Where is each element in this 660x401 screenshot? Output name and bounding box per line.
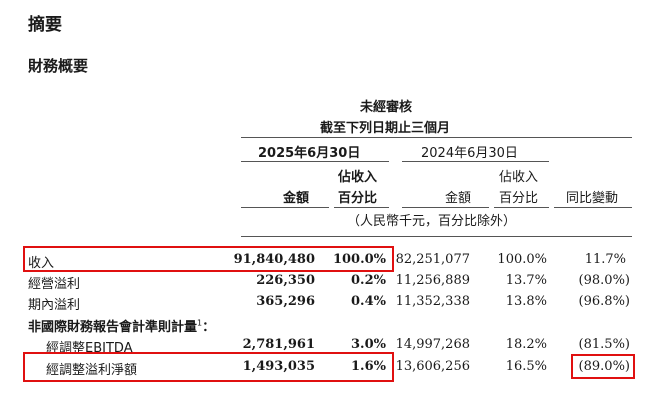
row-pct2024-adjusted-ebitda: 18.2% xyxy=(505,337,547,352)
col-pct-2024-line2: 百分比 xyxy=(499,191,539,206)
date-2024-header: 2024年6月30日 xyxy=(421,146,518,161)
non-ifrs-footnote-marker: 1 xyxy=(197,318,203,328)
date-2025-rule xyxy=(241,161,389,162)
col-pct-2025-line1: 佔收入 xyxy=(338,170,378,185)
row-pct2025-revenue: 100.0% xyxy=(332,252,386,267)
row-pct2024-adjusted-net-profit: 16.5% xyxy=(505,359,547,374)
non-ifrs-heading: 非國際財務報告會計準則計量1： xyxy=(28,316,215,335)
highlight-box-yoy-adjusted-net-profit xyxy=(571,354,635,379)
page-title: 摘要 xyxy=(28,15,62,35)
row-pct2025-adjusted-net-profit: 1.6% xyxy=(351,359,386,374)
row-pct2025-operating-profit: 0.2% xyxy=(351,273,386,288)
col-rule-1 xyxy=(241,207,329,208)
body-top-rule xyxy=(241,236,632,237)
period-header: 截至下列日期止三個月 xyxy=(320,121,451,136)
row-amt2024-revenue: 82,251,077 xyxy=(395,252,470,267)
unit-note: （人民幣千元，百分比除外） xyxy=(347,214,517,229)
col-yoy: 同比變動 xyxy=(566,191,619,206)
highlight-box-adjusted-net-profit xyxy=(23,352,394,382)
row-amt2024-operating-profit: 11,256,889 xyxy=(395,273,470,288)
row-amt2025-revenue: 91,840,480 xyxy=(233,252,315,267)
row-pct2025-period-profit: 0.4% xyxy=(351,294,386,309)
row-label-adjusted-net-profit: 經調整溢利淨額 xyxy=(46,363,138,378)
row-pct2025-adjusted-ebitda: 3.0% xyxy=(351,337,386,352)
row-pct2024-operating-profit: 13.7% xyxy=(505,273,547,288)
col-amount-2025: 金額 xyxy=(283,191,310,206)
section-title: 財務概要 xyxy=(28,57,89,75)
date-2024-rule xyxy=(402,161,549,162)
row-label-revenue: 收入 xyxy=(28,256,55,271)
row-amt2025-operating-profit: 226,350 xyxy=(256,273,315,288)
row-pct2024-period-profit: 13.8% xyxy=(505,294,547,309)
non-ifrs-heading-text: 非國際財務報告會計準則計量 xyxy=(28,320,198,335)
col-pct-2024-line1: 佔收入 xyxy=(499,170,539,185)
date-2025-header: 2025年6月30日 xyxy=(258,146,361,161)
unaudited-header: 未經審核 xyxy=(360,100,413,115)
col-rule-5 xyxy=(554,207,632,208)
row-label-period-profit: 期內溢利 xyxy=(28,298,81,313)
row-amt2025-period-profit: 365,296 xyxy=(256,294,315,309)
col-rule-3 xyxy=(402,207,489,208)
col-rule-4 xyxy=(494,207,549,208)
row-pct2024-revenue: 100.0% xyxy=(497,252,547,267)
highlight-box-revenue xyxy=(23,246,394,272)
col-rule-2 xyxy=(334,207,389,208)
col-amount-2024: 金額 xyxy=(445,191,472,206)
row-yoy-period-profit: (96.8%) xyxy=(578,294,630,309)
row-yoy-operating-profit: (98.0%) xyxy=(578,273,630,288)
row-yoy-adjusted-net-profit: (89.0%) xyxy=(578,359,630,374)
row-amt2025-adjusted-net-profit: 1,493,035 xyxy=(242,359,315,374)
row-amt2024-period-profit: 11,352,338 xyxy=(395,294,470,309)
col-pct-2025-line2: 百分比 xyxy=(338,191,378,206)
non-ifrs-colon: ： xyxy=(202,320,216,335)
row-amt2024-adjusted-net-profit: 13,606,256 xyxy=(395,359,470,374)
period-rule xyxy=(241,137,632,138)
row-label-operating-profit: 經營溢利 xyxy=(28,277,81,292)
row-yoy-adjusted-ebitda: (81.5%) xyxy=(578,337,630,352)
row-amt2025-adjusted-ebitda: 2,781,961 xyxy=(242,337,315,352)
row-amt2024-adjusted-ebitda: 14,997,268 xyxy=(395,337,470,352)
row-yoy-revenue: 11.7% xyxy=(584,252,626,267)
